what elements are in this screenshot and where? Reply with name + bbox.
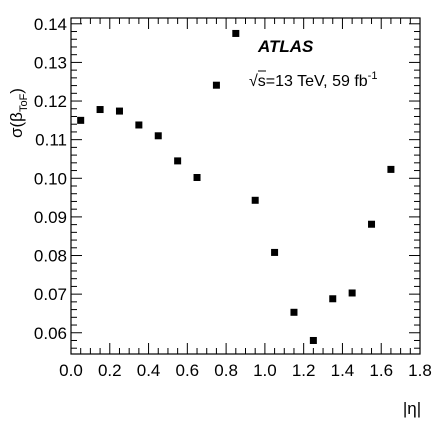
y-axis-title-sub: ToF <box>18 93 30 112</box>
sqrt-symbol: √ <box>249 73 258 90</box>
y-tick-label: 0.10 <box>34 169 67 188</box>
data-point <box>290 308 298 316</box>
y-tick-label: 0.12 <box>34 92 67 111</box>
y-axis-title-close: ) <box>7 88 26 94</box>
energy-text: s=13 TeV, 59 fb <box>258 73 368 90</box>
data-point <box>348 289 356 297</box>
data-point <box>309 336 317 344</box>
data-point <box>387 165 395 173</box>
data-point <box>271 248 279 256</box>
data-point <box>193 174 201 182</box>
y-tick-label: 0.09 <box>34 208 67 227</box>
x-tick-label: 0.4 <box>137 361 161 380</box>
axis-ticks <box>70 18 421 354</box>
y-tick-label: 0.07 <box>34 285 67 304</box>
y-tick-labels: 0.06 0.07 0.08 0.09 0.10 0.11 0.12 0.13 0.14 <box>34 15 67 343</box>
data-point <box>174 157 182 165</box>
y-axis-title: σ(βToF) <box>7 88 30 138</box>
x-axis-title: |η| <box>403 399 421 418</box>
svg-text:σ(βToF): σ(βToF) <box>7 88 30 138</box>
plot-frame <box>70 17 421 355</box>
data-point <box>96 106 104 114</box>
x-tick-label: 0.8 <box>214 361 238 380</box>
y-tick-label: 0.06 <box>34 324 67 343</box>
data-point <box>329 295 337 303</box>
data-point <box>77 116 85 124</box>
atlas-label: ATLAS <box>257 37 314 56</box>
data-points <box>77 29 395 344</box>
x-tick-label: 0.2 <box>98 361 122 380</box>
y-tick-label: 0.13 <box>34 53 67 72</box>
x-tick-labels: 0.0 0.2 0.4 0.6 0.8 1.0 1.2 1.4 1.6 1.8 <box>59 361 432 380</box>
data-point <box>154 132 162 140</box>
y-axis-title-main: σ(β <box>7 112 26 138</box>
data-point <box>115 107 123 115</box>
x-tick-label: 1.6 <box>369 361 393 380</box>
x-tick-label: 0.0 <box>59 361 83 380</box>
y-tick-label: 0.14 <box>34 15 67 34</box>
data-point <box>135 121 143 129</box>
x-tick-label: 1.4 <box>331 361 355 380</box>
data-point <box>368 220 376 228</box>
data-point <box>251 196 259 204</box>
x-tick-label: 1.2 <box>292 361 316 380</box>
x-tick-label: 1.0 <box>253 361 277 380</box>
x-tick-label: 1.8 <box>408 361 432 380</box>
y-tick-label: 0.08 <box>34 247 67 266</box>
energy-lumi-label: √s=13 TeV, 59 fb-1 <box>249 70 377 90</box>
y-tick-label: 0.11 <box>35 131 67 150</box>
data-point <box>212 81 220 89</box>
data-point <box>232 29 240 37</box>
x-tick-label: 0.6 <box>176 361 200 380</box>
energy-superscript: -1 <box>368 70 378 82</box>
